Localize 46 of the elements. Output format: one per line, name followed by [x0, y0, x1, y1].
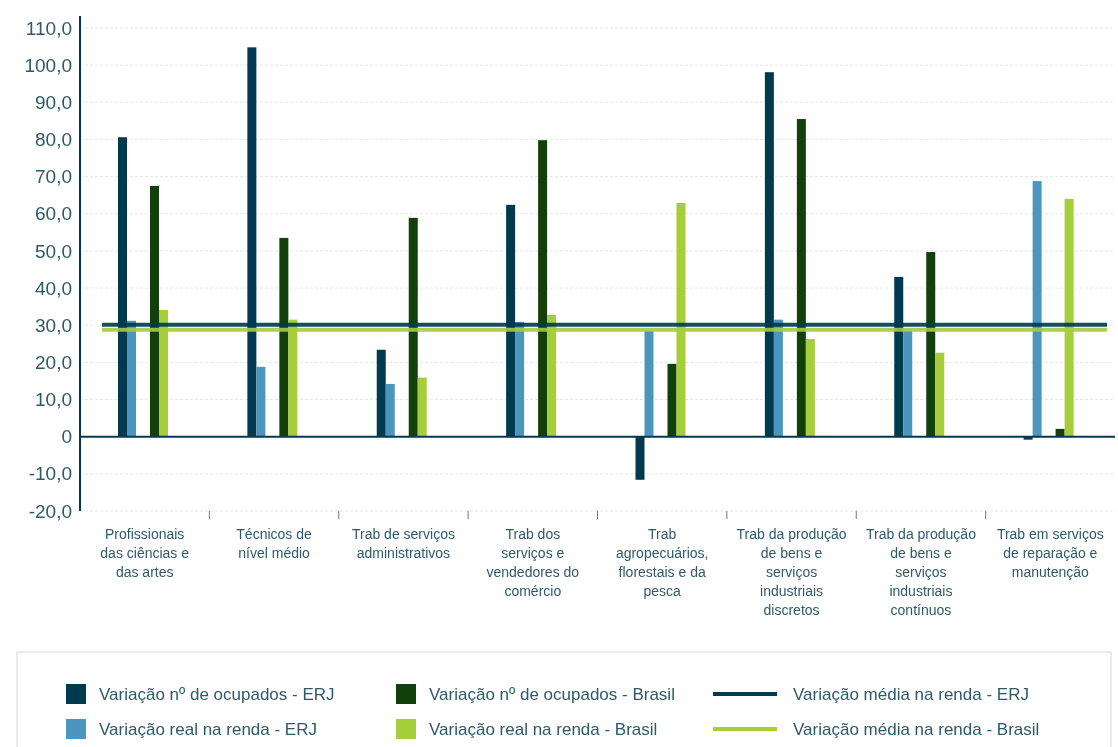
bar [667, 363, 677, 437]
legend-label: Variação média na renda - Brasil [793, 719, 1040, 739]
x-tick-label: Técnicos de nível médio [236, 526, 313, 561]
bar [279, 237, 289, 437]
bar [773, 319, 783, 437]
bar [1055, 428, 1065, 437]
y-tick-label: 0 [61, 426, 72, 448]
y-tick-label: 20,0 [35, 352, 72, 374]
y-tick-label: 40,0 [35, 277, 72, 299]
y-tick-label: -10,0 [28, 463, 72, 485]
x-tick-label: Trab dos serviços e vendedores do comércio [486, 526, 580, 599]
y-tick-label: 80,0 [35, 129, 72, 151]
x-tick-label: Trab em serviços de reparação e manutenção [996, 526, 1104, 580]
legend-label: Variação real na renda - ERJ [99, 719, 317, 739]
bar [805, 338, 815, 437]
bar [926, 252, 936, 437]
y-tick-label: 60,0 [35, 203, 72, 225]
bar [796, 119, 806, 437]
y-tick-label: 30,0 [35, 314, 72, 336]
y-tick-label: -20,0 [28, 500, 72, 522]
y-tick-label: 10,0 [35, 389, 72, 411]
legend-label: Variação nº de ocupados - Brasil [429, 684, 675, 704]
bar [417, 377, 427, 437]
legend-label: Variação real na renda - Brasil [429, 719, 658, 739]
bar [935, 352, 945, 437]
x-tick-label: Trab de serviços administrativos [351, 526, 455, 561]
x-tick-label: Trab da produção de bens e serviços industriais discretos [736, 526, 847, 618]
bar [126, 320, 136, 437]
bar [256, 366, 266, 437]
bar [644, 330, 654, 437]
legend-label: Variação nº de ocupados - ERJ [99, 684, 335, 704]
y-tick-label: 70,0 [35, 166, 72, 188]
x-tick-label: Trab da produção de bens e serviços industriais contínuos [865, 526, 977, 618]
y-tick-label: 50,0 [35, 240, 72, 262]
y-tick-label: 90,0 [35, 91, 72, 113]
bar [149, 185, 159, 437]
bar [538, 140, 548, 437]
bar [1032, 181, 1042, 437]
x-tick-label: Profissionais das ciências e das artes [100, 526, 190, 580]
y-tick-label: 110,0 [25, 17, 72, 39]
y-tick-label: 100,0 [24, 54, 72, 76]
bar [408, 217, 418, 437]
legend-label: Variação média na renda - ERJ [793, 684, 1029, 704]
x-tick-label: Trab agropecuários, florestais e da pesca [615, 526, 709, 599]
bar [903, 330, 913, 437]
bar [385, 383, 395, 437]
